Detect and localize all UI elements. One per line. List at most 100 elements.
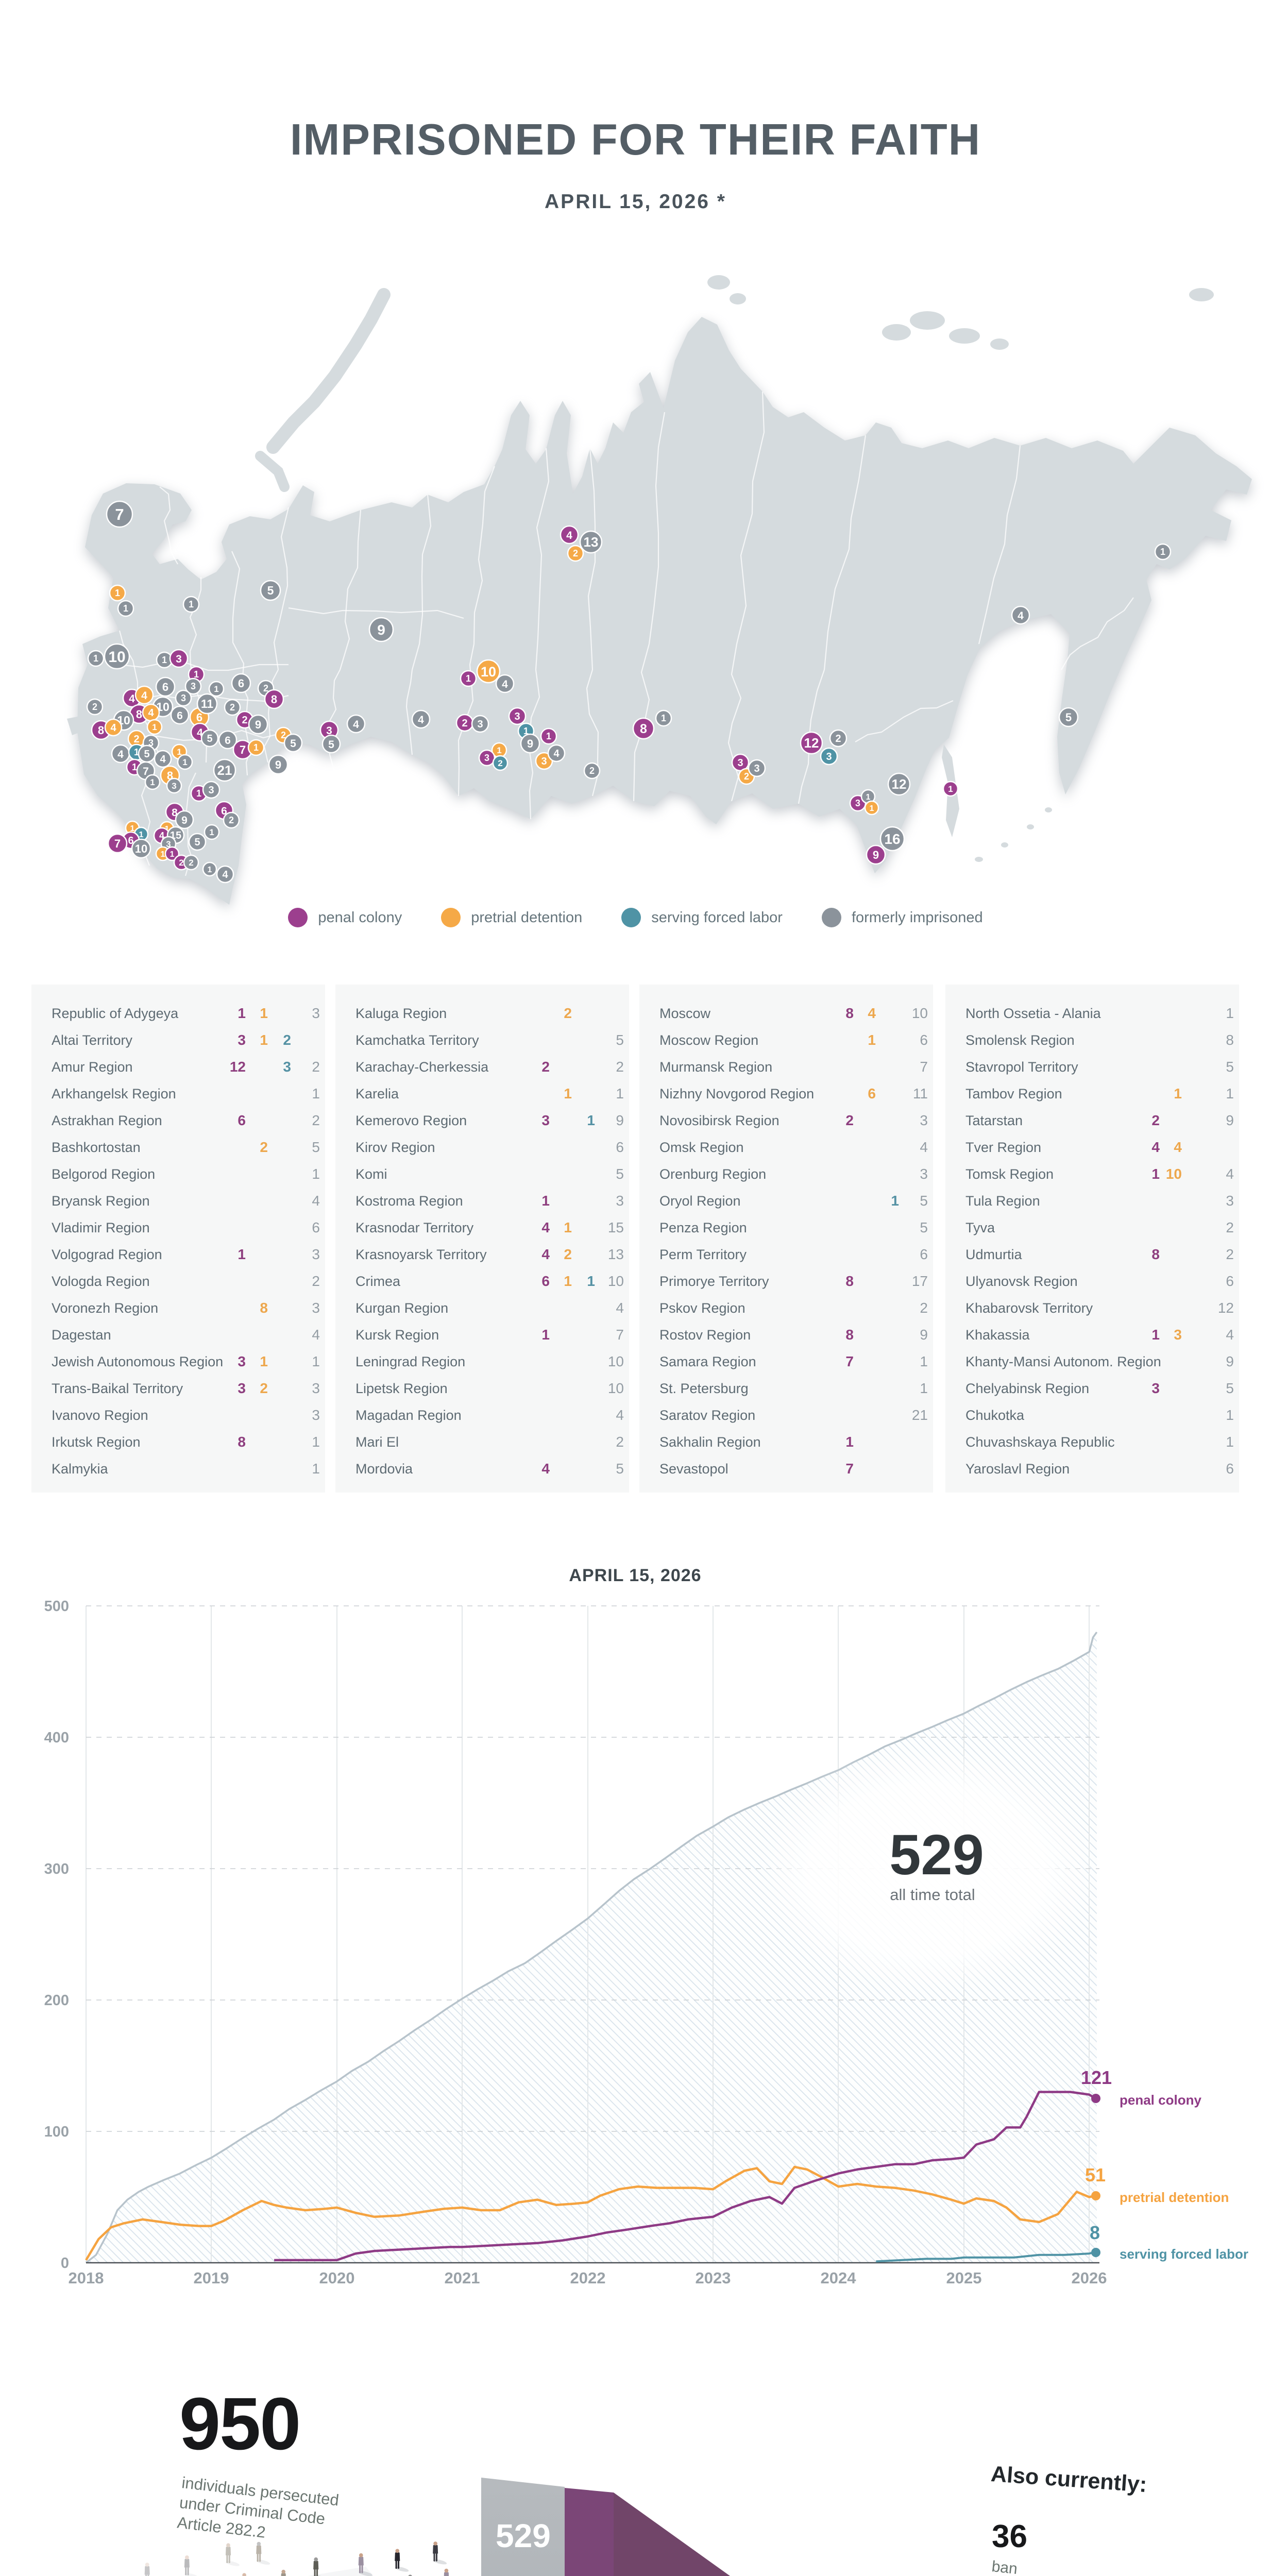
svg-text:121: 121 [1081, 2067, 1112, 2088]
svg-text:4: 4 [353, 719, 359, 731]
svg-text:1: 1 [150, 777, 155, 787]
svg-text:1: 1 [170, 850, 175, 859]
svg-text:8: 8 [98, 724, 104, 737]
svg-text:penal colony: penal colony [1120, 2092, 1201, 2108]
svg-text:1: 1 [466, 673, 471, 684]
svg-text:1: 1 [497, 745, 501, 755]
svg-text:4: 4 [222, 869, 228, 880]
svg-text:2022: 2022 [570, 2269, 606, 2287]
svg-text:all time total: all time total [890, 1886, 975, 1904]
svg-text:1: 1 [134, 747, 139, 757]
svg-text:2025: 2025 [946, 2269, 982, 2287]
svg-text:2: 2 [498, 758, 502, 768]
svg-text:12: 12 [892, 776, 907, 792]
svg-text:2024: 2024 [821, 2269, 857, 2287]
svg-text:4: 4 [159, 831, 164, 841]
svg-text:5: 5 [328, 739, 334, 751]
svg-text:3: 3 [172, 781, 176, 791]
svg-text:3: 3 [855, 798, 860, 808]
svg-text:2: 2 [263, 683, 268, 693]
svg-text:9: 9 [873, 849, 879, 861]
svg-text:10: 10 [108, 649, 125, 666]
svg-text:1: 1 [196, 788, 201, 799]
svg-text:1: 1 [139, 831, 144, 839]
svg-text:4: 4 [566, 530, 572, 541]
svg-text:6: 6 [162, 681, 168, 693]
svg-text:1: 1 [866, 793, 871, 802]
svg-text:6: 6 [128, 835, 133, 846]
svg-text:1: 1 [93, 653, 98, 664]
svg-text:1: 1 [132, 762, 137, 772]
svg-text:1: 1 [661, 713, 666, 723]
svg-text:6: 6 [238, 677, 244, 690]
svg-text:200: 200 [44, 1992, 69, 2009]
svg-text:9: 9 [181, 815, 188, 826]
svg-text:1: 1 [161, 850, 165, 859]
svg-text:3: 3 [208, 785, 214, 796]
svg-text:3: 3 [754, 763, 759, 774]
svg-text:8: 8 [1090, 2222, 1100, 2243]
svg-text:3: 3 [181, 693, 186, 703]
svg-text:1: 1 [948, 784, 953, 794]
svg-text:7: 7 [115, 505, 124, 523]
svg-text:5: 5 [144, 749, 149, 760]
svg-text:10: 10 [135, 842, 147, 855]
svg-text:7: 7 [240, 743, 246, 756]
svg-text:2: 2 [133, 734, 139, 745]
svg-text:4: 4 [141, 690, 147, 702]
svg-text:2026: 2026 [1072, 2269, 1107, 2287]
svg-text:12: 12 [804, 735, 819, 751]
svg-text:13: 13 [584, 534, 599, 550]
svg-text:4: 4 [418, 714, 424, 726]
svg-text:529: 529 [889, 1823, 984, 1887]
svg-text:300: 300 [44, 1861, 69, 1877]
svg-text:2: 2 [92, 702, 97, 712]
svg-text:5: 5 [207, 733, 212, 744]
svg-text:3: 3 [541, 756, 547, 767]
svg-text:3: 3 [826, 751, 832, 762]
svg-text:2021: 2021 [445, 2269, 480, 2287]
svg-text:9: 9 [275, 758, 281, 771]
svg-text:3: 3 [148, 738, 154, 748]
svg-text:51: 51 [1085, 2164, 1106, 2185]
svg-text:1: 1 [189, 599, 194, 609]
svg-text:3: 3 [166, 839, 171, 849]
svg-text:9: 9 [527, 737, 533, 750]
svg-text:0: 0 [61, 2255, 69, 2272]
svg-text:7: 7 [114, 837, 121, 850]
svg-text:1: 1 [182, 757, 187, 767]
svg-text:9: 9 [377, 622, 385, 638]
svg-text:1: 1 [523, 726, 529, 736]
svg-text:serving forced labor: serving forced labor [1120, 2246, 1248, 2262]
svg-text:6: 6 [177, 710, 183, 722]
svg-text:3: 3 [477, 719, 483, 730]
svg-text:2: 2 [281, 730, 286, 740]
svg-text:500: 500 [44, 1598, 69, 1615]
svg-text:2019: 2019 [194, 2269, 229, 2287]
svg-text:2: 2 [189, 858, 193, 868]
svg-text:2: 2 [242, 715, 247, 726]
svg-text:2020: 2020 [319, 2269, 355, 2287]
svg-text:16: 16 [884, 831, 900, 847]
svg-text:1: 1 [209, 827, 214, 837]
svg-text:7: 7 [143, 766, 149, 777]
svg-text:1: 1 [1160, 547, 1165, 557]
svg-text:1: 1 [870, 804, 874, 813]
svg-text:11: 11 [201, 697, 214, 710]
svg-text:4: 4 [129, 693, 135, 705]
svg-text:6: 6 [221, 805, 227, 817]
svg-text:21: 21 [217, 762, 232, 778]
svg-text:5: 5 [1065, 711, 1072, 724]
svg-text:1: 1 [208, 866, 212, 874]
svg-text:1: 1 [546, 731, 551, 741]
svg-text:2023: 2023 [696, 2269, 731, 2287]
svg-text:5: 5 [267, 584, 274, 597]
svg-text:4: 4 [160, 754, 166, 765]
svg-text:2: 2 [835, 733, 841, 744]
svg-text:4: 4 [110, 722, 116, 734]
svg-text:1: 1 [177, 747, 181, 757]
svg-text:3: 3 [191, 681, 196, 691]
svg-text:1: 1 [194, 669, 199, 680]
svg-text:5: 5 [290, 738, 296, 750]
svg-text:2: 2 [179, 858, 183, 868]
